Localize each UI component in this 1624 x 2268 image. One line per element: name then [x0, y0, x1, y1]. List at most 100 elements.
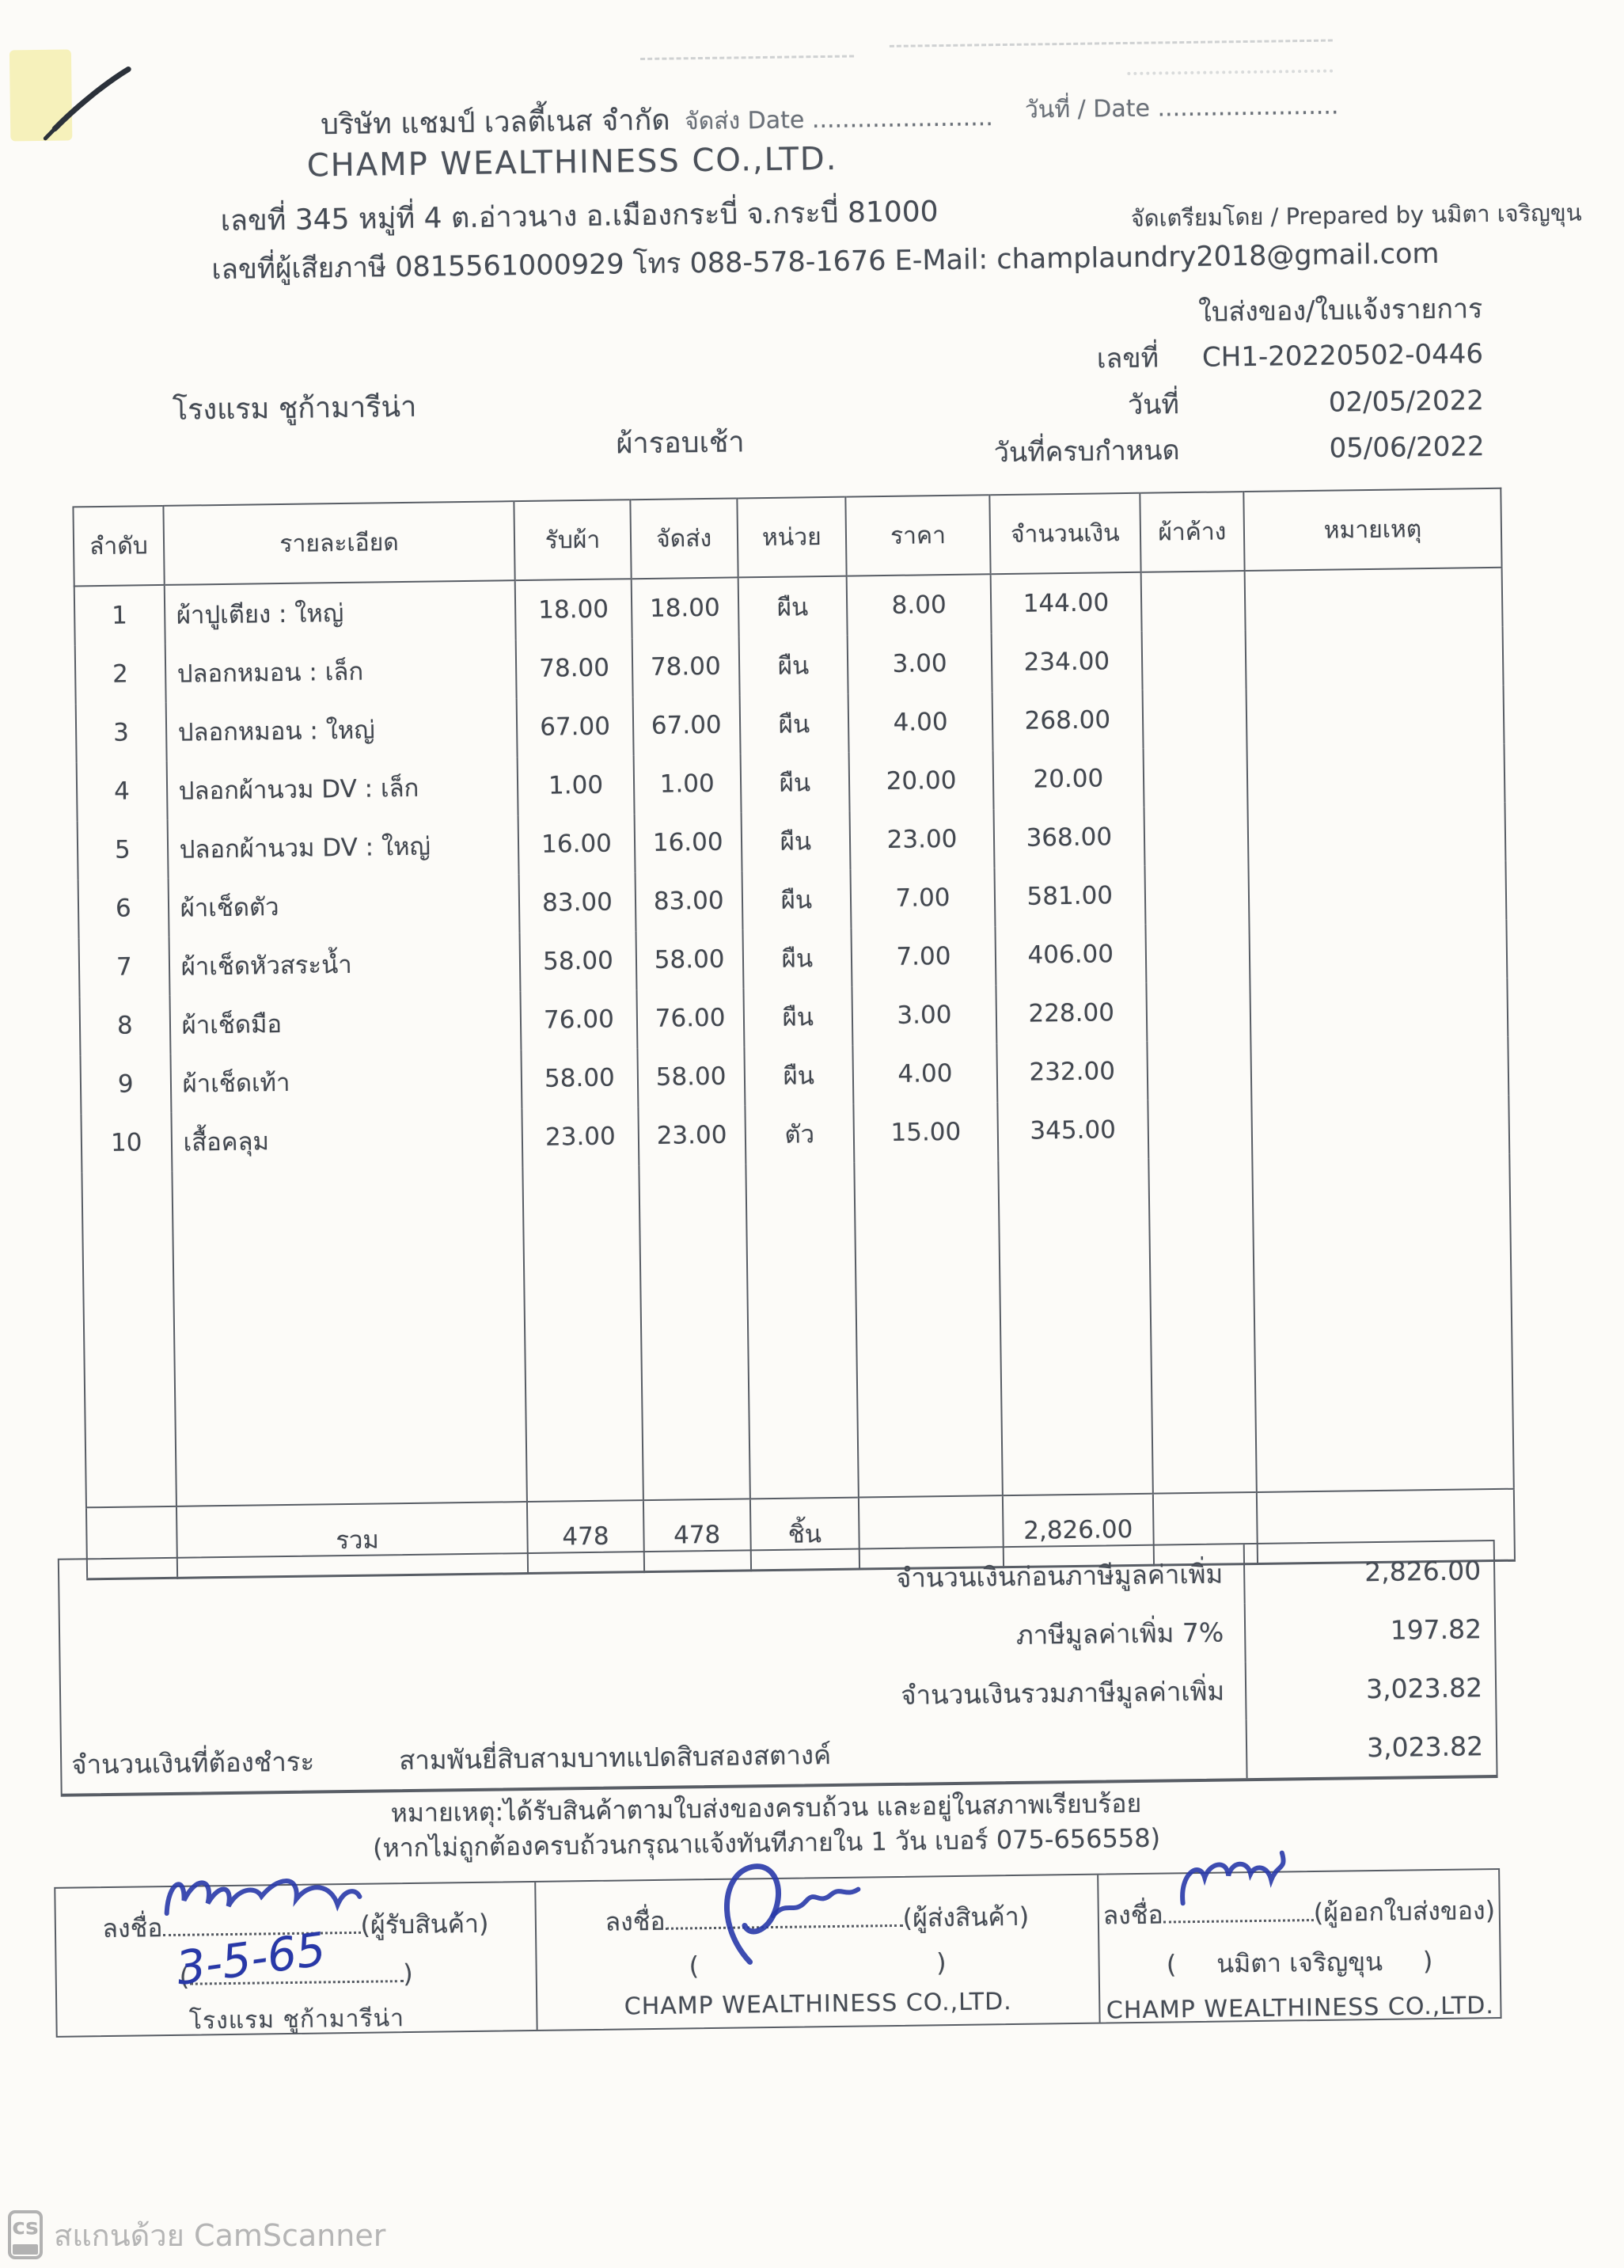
item-cell: 4 [76, 761, 168, 822]
item-cell: ผืน [740, 752, 850, 813]
doc-date-label: วันที่ [1127, 389, 1180, 421]
issuer-name: นมิตา เจริญขุน [1216, 1946, 1383, 1979]
doc-date-value: 02/05/2022 [1328, 385, 1485, 419]
item-cell: 23.00 [522, 1107, 639, 1168]
item-cell [1250, 1036, 1509, 1100]
sign-role: (ผู้ออกใบส่งของ) [1313, 1895, 1496, 1928]
sign-prefix: ลงชื่อ [1102, 1899, 1163, 1931]
receiver-signature-handwriting: 3-5-65 [164, 1879, 362, 1996]
col-remark: หมายเหตุ [1243, 488, 1502, 572]
item-cell: 228.00 [996, 982, 1147, 1044]
item-cell: 268.00 [992, 690, 1144, 751]
item-cell [1146, 1040, 1252, 1100]
customer-name: โรงแรม ชูก้ามารีน่า [172, 390, 417, 427]
item-cell: 23.00 [849, 809, 995, 870]
item-cell: 78.00 [632, 636, 740, 697]
item-cell: ปลอกหมอน : ใหญ่ [165, 698, 518, 762]
col-price: ราคา [845, 495, 991, 576]
item-cell [1145, 982, 1251, 1042]
empty-filler-section [82, 1153, 1514, 1508]
cs-logo-bar [13, 2244, 38, 2255]
item-cell: 8.00 [846, 574, 992, 636]
item-cell: 58.00 [521, 1048, 638, 1109]
item-cell [1140, 571, 1246, 632]
tax-id-line: เลขที่ผู้เสียภาษี 0815561000929 โทร 088-… [211, 237, 1440, 287]
grand-total-value: 3,023.82 [1244, 1658, 1496, 1720]
grand-total-label: จำนวนเงินรวมภาษีมูลค่าเพิ่ม [901, 1675, 1225, 1711]
item-cell: ผ้าเช็ดหัวสระน้ำ [169, 933, 521, 996]
item-cell: 15.00 [853, 1102, 999, 1163]
item-cell: ผืน [738, 576, 848, 637]
item-cell: 23.00 [637, 1105, 746, 1166]
item-cell: 368.00 [993, 807, 1145, 868]
doc-number-value: CH1-20220502-0446 [1201, 338, 1484, 374]
item-cell: 58.00 [636, 929, 744, 990]
item-cell: 10 [81, 1112, 173, 1173]
item-cell: 16.00 [634, 812, 742, 873]
item-cell: ปลอกผ้านวม DV : ใหญ่ [167, 815, 519, 879]
item-cell: 4.00 [848, 692, 993, 753]
item-cell: 5 [77, 819, 169, 880]
ship-date-label: จัดส่ง Date ........................ [684, 104, 993, 136]
subtotal-value: 2,826.00 [1243, 1541, 1494, 1603]
item-cell: 9 [80, 1054, 172, 1115]
item-cell: 6 [78, 878, 169, 939]
item-cell [1147, 1099, 1253, 1159]
item-cell: 18.00 [515, 579, 632, 640]
camscanner-watermark-text: สแกนด้วย CamScanner [54, 2217, 386, 2253]
amount-in-words: สามพันยี่สิบสามบาทแปดสิบสองสตางค์ [398, 1738, 832, 1776]
item-cell [1244, 567, 1503, 631]
item-cell: 78.00 [516, 638, 633, 699]
vat-label: ภาษีมูลค่าเพิ่ม 7% [1015, 1616, 1224, 1651]
subtotal-label: จำนวนเงินก่อนภาษีมูลค่าเพิ่ม [895, 1558, 1224, 1594]
signer-org: โรงแรม ชูก้ามารีน่า [188, 2004, 405, 2035]
item-cell [1246, 685, 1504, 748]
item-cell: ผืน [738, 635, 848, 696]
name-paren-line: ( นมิตา เจริญขุน ) [1166, 1946, 1433, 1980]
col-unit: หน่วย [737, 496, 847, 578]
item-cell [1144, 864, 1250, 925]
item-cell [1250, 978, 1508, 1041]
item-cell: 3 [75, 702, 167, 763]
item-cell: ผืน [741, 811, 851, 872]
due-date-value: 05/06/2022 [1329, 431, 1485, 465]
item-cell: 76.00 [636, 988, 745, 1049]
document-title: ใบส่งของ/ใบแจ้งรายการ [1197, 293, 1483, 329]
item-cell: 232.00 [996, 1041, 1148, 1103]
col-pending: ผ้าค้าง [1139, 492, 1245, 572]
camscanner-logo-icon: cs [8, 2210, 43, 2259]
item-cell: 345.00 [997, 1100, 1148, 1161]
item-cell: 3.00 [852, 985, 997, 1046]
doc-number-label: เลขที่ [1096, 342, 1159, 375]
prepared-by: จัดเตรียมโดย / Prepared by นมิตา เจริญขุ… [1130, 199, 1582, 232]
item-cell: 8 [79, 995, 171, 1056]
item-cell: 83.00 [635, 871, 743, 932]
payable-label: จำนวนเงินที่ต้องชำระ [70, 1746, 315, 1780]
scan-dash-artifact [640, 55, 855, 61]
item-cell: ผ้าเช็ดมือ [169, 991, 522, 1054]
item-cell [1143, 747, 1248, 807]
cs-logo-letters: cs [12, 2213, 39, 2240]
item-cell [1247, 802, 1506, 865]
item-cell [1144, 806, 1249, 866]
name-space [699, 1971, 936, 1974]
item-cell: 76.00 [520, 990, 637, 1050]
item-cell [1142, 689, 1247, 749]
item-cell: ผืน [744, 1045, 854, 1106]
item-cell: 58.00 [636, 1047, 746, 1107]
items-table-body: 1 ผ้าปูเตียง : ใหญ่ 18.00 18.00 ผืน 8.00 144.0… [74, 567, 1510, 1173]
items-table: ลำดับ รายละเอียด รับผ้า จัดส่ง หน่วย ราค… [72, 487, 1516, 1581]
col-amount: จำนวนเงิน [989, 492, 1141, 575]
col-description: รายละเอียด [163, 501, 516, 585]
item-cell [1248, 860, 1507, 924]
summary-box: จำนวนเงินก่อนภาษีมูลค่าเพิ่ม 2,826.00 ภา… [57, 1540, 1498, 1797]
item-cell: 144.00 [990, 572, 1142, 634]
due-date-label: วันที่ครบกำหนด [993, 435, 1180, 469]
sign-prefix: ลงชื่อ [605, 1905, 666, 1937]
sender-signature-handwriting [723, 1863, 861, 1965]
item-cell: 581.00 [994, 865, 1145, 927]
doc-number-row: เลขที่ CH1-20220502-0446 [1097, 332, 1484, 379]
item-cell: 2 [74, 644, 166, 705]
